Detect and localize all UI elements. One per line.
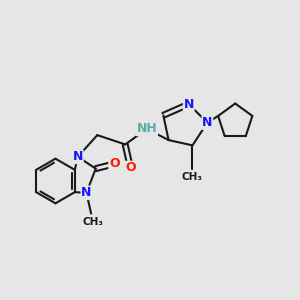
Text: N: N	[202, 116, 212, 129]
Text: N: N	[184, 98, 194, 111]
Text: O: O	[125, 161, 136, 175]
Text: O: O	[109, 158, 120, 170]
Text: N: N	[81, 186, 92, 199]
Text: CH₃: CH₃	[182, 172, 203, 182]
Text: NH: NH	[136, 122, 157, 135]
Text: CH₃: CH₃	[82, 217, 103, 227]
Text: N: N	[73, 150, 83, 163]
